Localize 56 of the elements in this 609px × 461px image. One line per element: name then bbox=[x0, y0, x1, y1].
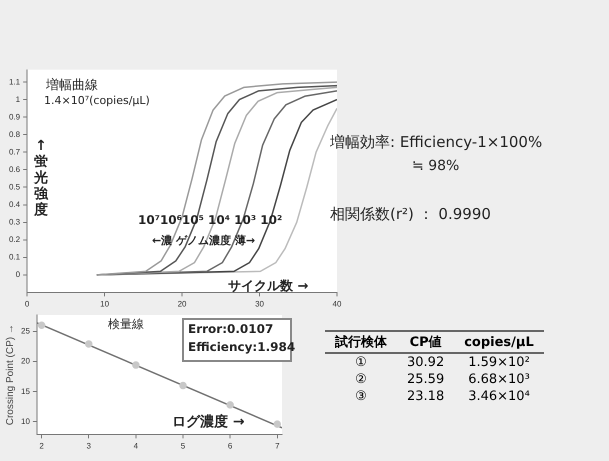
y-tick-label: 0.9 bbox=[8, 112, 21, 122]
point bbox=[226, 401, 234, 409]
x-tick-label: 30 bbox=[255, 299, 265, 308]
annotation: Error:0.0107 bbox=[188, 322, 274, 336]
text: 増幅曲線 bbox=[46, 76, 98, 94]
y-tick-label: 0.3 bbox=[8, 217, 21, 226]
x-tick-label: 3 bbox=[86, 441, 92, 450]
annotation: 増幅効率: Efficiency-1×100% bbox=[330, 133, 542, 152]
text: 30.92 bbox=[406, 354, 446, 371]
y-tick-label: 1 bbox=[16, 94, 21, 104]
y-tick-label: 1.1 bbox=[8, 77, 21, 86]
point bbox=[38, 322, 46, 329]
text: 6.68×10³ bbox=[467, 371, 531, 388]
annotation: 相関係数(r²) ： 0.9990 bbox=[330, 205, 491, 224]
point bbox=[132, 361, 140, 369]
text: ③ bbox=[354, 388, 368, 405]
x-tick-label: 7 bbox=[275, 441, 280, 450]
text: copies/μL bbox=[463, 334, 535, 352]
y-tick-label: 0.4 bbox=[8, 200, 21, 209]
x-tick-label: 10 bbox=[100, 299, 110, 308]
point bbox=[84, 340, 92, 348]
y-tick-label: 0 bbox=[16, 270, 21, 280]
text: 23.18 bbox=[406, 388, 446, 405]
x-tick-label: 20 bbox=[178, 299, 188, 308]
text: ① bbox=[354, 354, 368, 371]
y-tick-label: 0.1 bbox=[8, 252, 21, 262]
y-tick-label: 0.7 bbox=[8, 147, 21, 156]
x-tick-label: 6 bbox=[228, 441, 233, 450]
x-axis-title: ログ濃度 → bbox=[172, 413, 245, 431]
y-tick-label: 0.5 bbox=[8, 182, 21, 192]
y-axis-title: ↑蛍光強度 bbox=[34, 138, 48, 218]
text: CP値 bbox=[408, 334, 443, 352]
chart-title: 検量線 bbox=[108, 316, 144, 333]
x-tick-label: 5 bbox=[180, 441, 186, 450]
text: 25.59 bbox=[406, 371, 446, 388]
point bbox=[274, 420, 282, 428]
annotation: Efficiency:1.984 bbox=[188, 340, 296, 354]
y-tick-label: 0.2 bbox=[8, 235, 21, 244]
y-tick-label: 20 bbox=[20, 356, 30, 366]
y-tick-label: 0.8 bbox=[8, 130, 21, 139]
text: ≒ 98% bbox=[412, 158, 460, 174]
y-axis-title: Crossing Point (CP) → bbox=[4, 324, 16, 426]
y-tick-label: 25 bbox=[20, 326, 30, 336]
text: 3.46×10⁴ bbox=[467, 388, 531, 405]
point bbox=[179, 382, 187, 390]
text: 1.59×10² bbox=[467, 354, 531, 371]
y-tick-label: 0.6 bbox=[8, 164, 21, 174]
y-tick-label: 15 bbox=[20, 386, 30, 396]
text: ② bbox=[354, 371, 368, 388]
y-tick-label: 10 bbox=[20, 416, 30, 426]
x-tick-label: 4 bbox=[134, 441, 139, 450]
text: 試行検体 bbox=[334, 334, 388, 352]
x-tick-label: 40 bbox=[332, 299, 342, 308]
x-tick-label: 2 bbox=[39, 441, 44, 450]
annotation: 1.4×10⁷(copies/μL) bbox=[44, 94, 150, 107]
x-axis-title: サイクル数 → bbox=[228, 278, 308, 295]
